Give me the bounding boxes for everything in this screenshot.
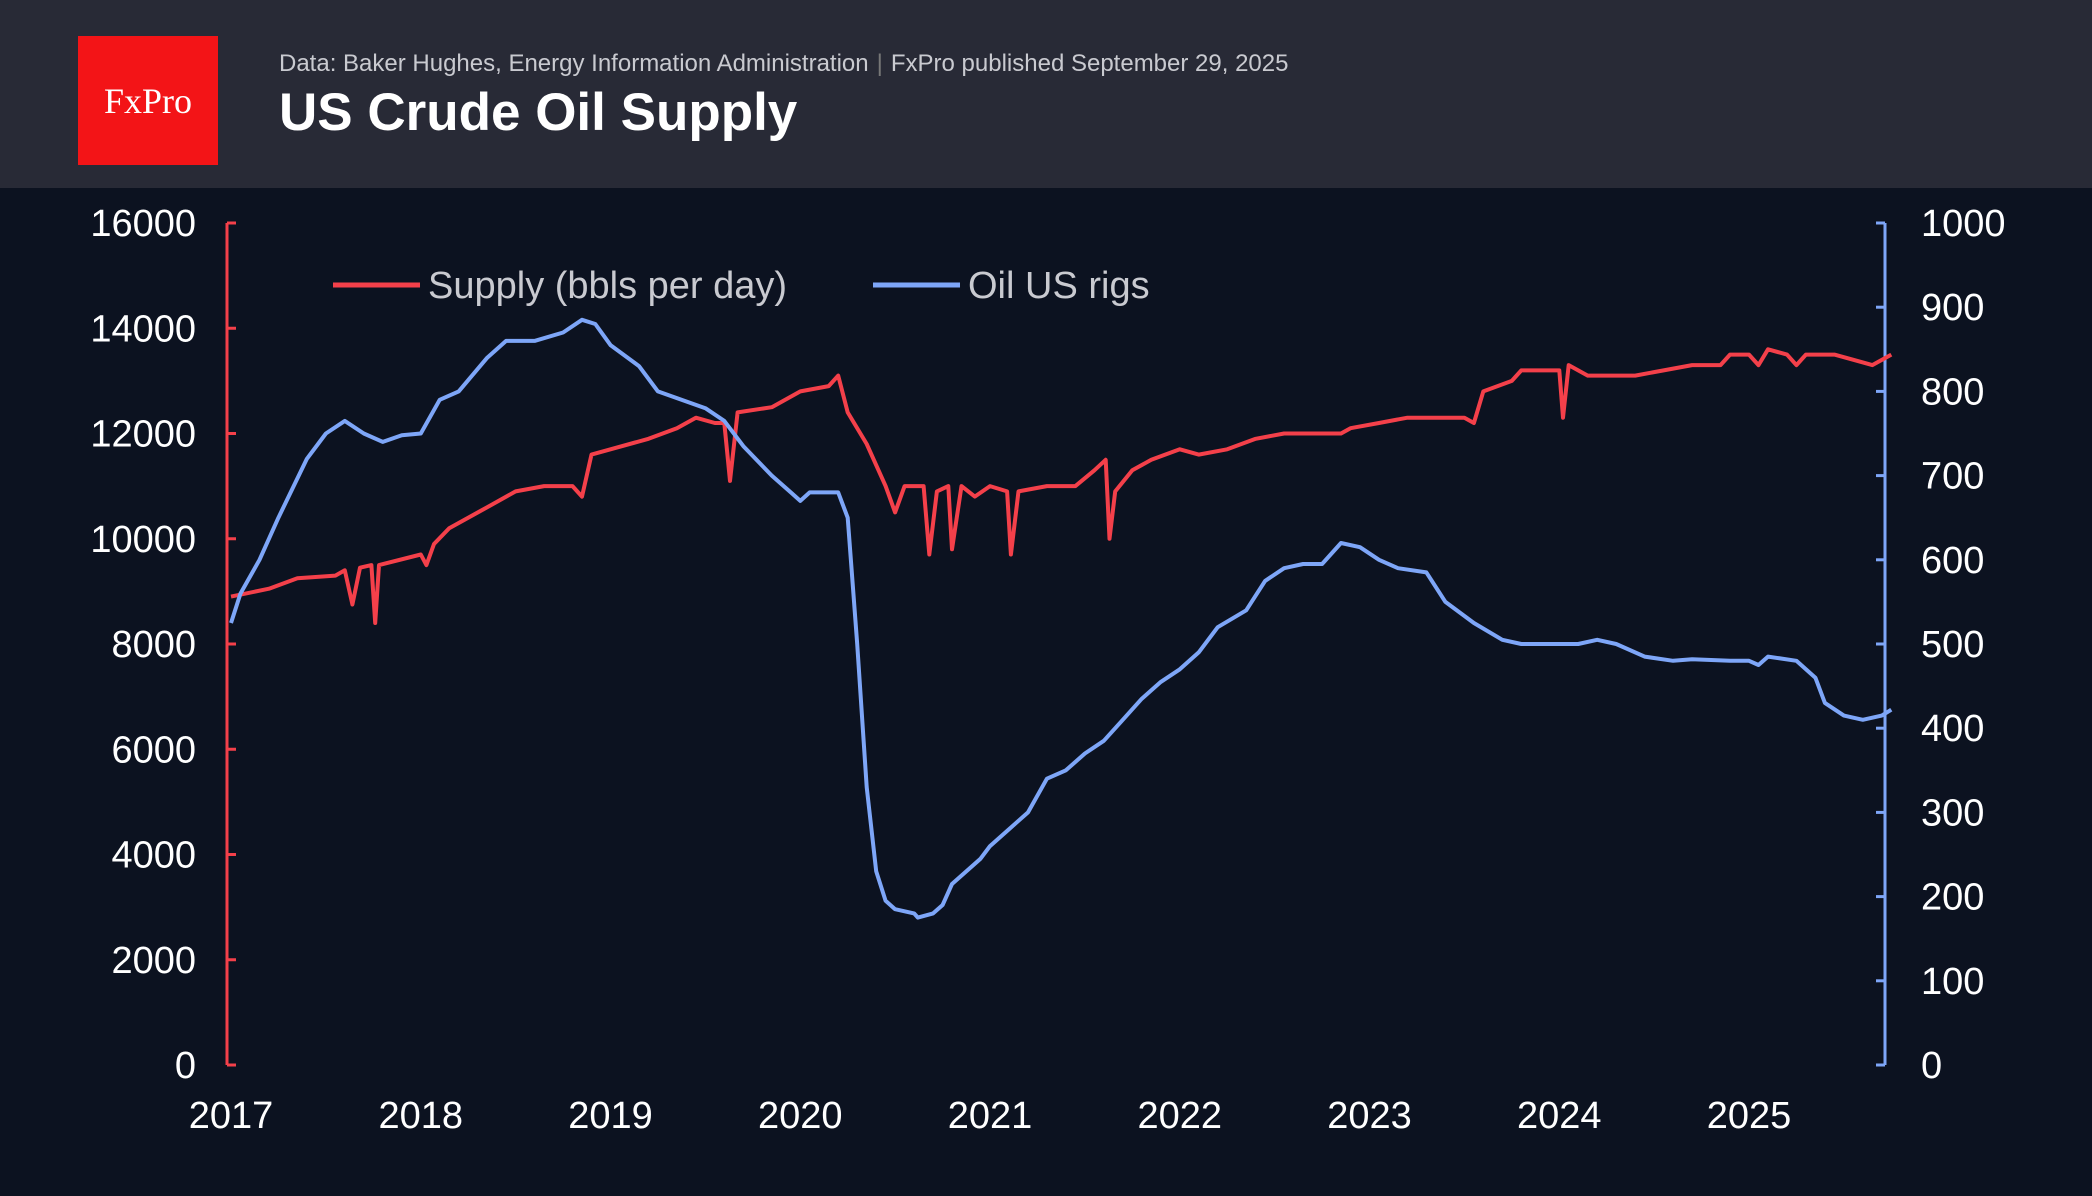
data-source: Data: Baker Hughes, Energy Information A… <box>279 50 869 77</box>
right-axis-tick-label: 1000 <box>1921 203 2006 245</box>
right-axis-tick-label: 700 <box>1921 456 1984 498</box>
x-axis-tick-label: 2021 <box>948 1095 1033 1137</box>
x-axis-tick-label: 2025 <box>1707 1095 1792 1137</box>
right-axis-tick-label: 100 <box>1921 961 1984 1003</box>
right-axis-tick-label: 0 <box>1921 1045 1942 1087</box>
left-axis-tick-label: 16000 <box>90 203 196 245</box>
published-date: FxPro published September 29, 2025 <box>890 50 1289 77</box>
right-axis-tick-label: 400 <box>1921 708 1984 750</box>
x-axis-tick-label: 2019 <box>568 1095 653 1137</box>
right-axis-tick-label: 600 <box>1921 540 1984 582</box>
left-axis-tick-label: 8000 <box>111 624 196 666</box>
series-line-supply <box>230 347 1893 625</box>
left-axis-tick-label: 2000 <box>111 940 196 982</box>
header: FxPro Data: Baker Hughes, Energy Informa… <box>0 0 2092 188</box>
x-axis-tick-label: 2024 <box>1517 1095 1602 1137</box>
fxpro-logo: FxPro <box>78 36 218 165</box>
x-axis-tick-label: 2018 <box>378 1095 463 1137</box>
left-axis-tick-label: 12000 <box>90 414 196 456</box>
left-axis-tick-label: 0 <box>175 1045 196 1087</box>
right-axis-tick-label: 200 <box>1921 877 1984 919</box>
left-axis-tick-label: 6000 <box>111 729 196 771</box>
right-axis-tick-label: 900 <box>1921 287 1984 329</box>
x-axis-tick-label: 2020 <box>758 1095 843 1137</box>
x-axis-tick-label: 2017 <box>189 1095 274 1137</box>
x-axis-tick-label: 2023 <box>1327 1095 1412 1137</box>
series-line-oil-rigs <box>229 317 1893 920</box>
left-axis-tick-label: 10000 <box>90 519 196 561</box>
source-line: Data: Baker Hughes, Energy Information A… <box>279 50 1288 78</box>
left-axis-tick-label: 14000 <box>90 308 196 350</box>
legend-label-supply: Supply (bbls per day) <box>428 265 787 307</box>
chart-title: US Crude Oil Supply <box>279 83 798 142</box>
legend-label-oil-rigs: Oil US rigs <box>968 265 1150 307</box>
right-axis-tick-label: 800 <box>1921 371 1984 413</box>
separator: | <box>876 50 883 77</box>
right-axis-tick-label: 500 <box>1921 624 1984 666</box>
left-axis-tick-label: 4000 <box>111 835 196 877</box>
x-axis-tick-label: 2022 <box>1137 1095 1222 1137</box>
right-axis-tick-label: 300 <box>1921 792 1984 834</box>
